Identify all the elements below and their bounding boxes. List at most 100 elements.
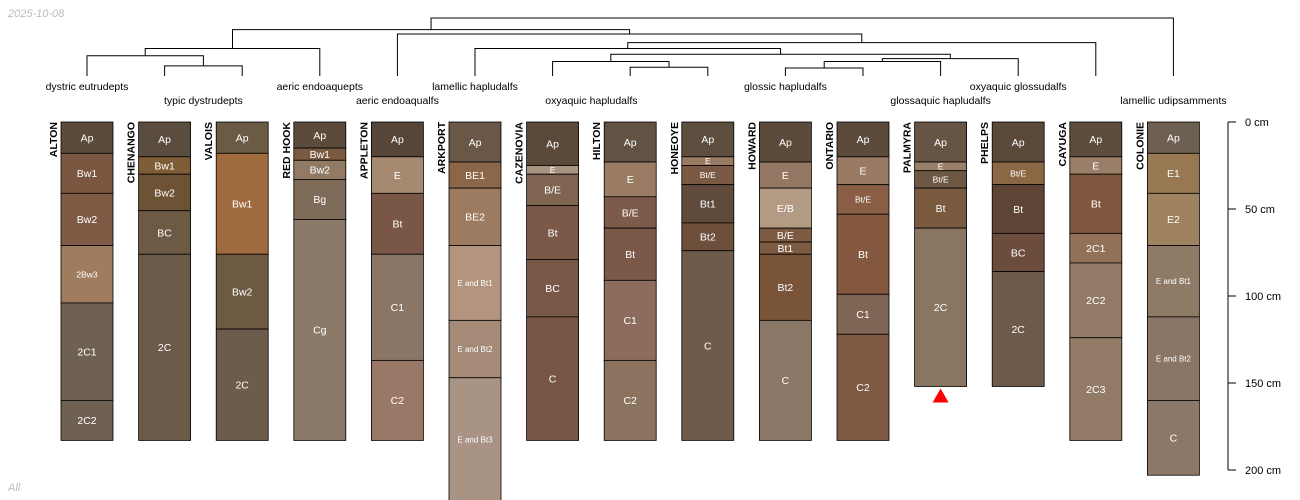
- horizon-block: [448, 319, 502, 379]
- horizon-block: [60, 245, 114, 304]
- depth-tick-label: 0 cm: [1245, 117, 1269, 129]
- horizon-label: Ap: [1167, 132, 1180, 144]
- horizon-block: [215, 328, 269, 441]
- horizon-block: [759, 253, 812, 321]
- horizon-block: [914, 121, 967, 163]
- horizon-block: [603, 359, 657, 441]
- group-label: oxyaquic glossudalfs: [970, 81, 1067, 93]
- group-label: glossic hapludalfs: [744, 81, 827, 93]
- profile-name: ARKPORT: [436, 121, 448, 174]
- horizon-label: C1: [623, 315, 637, 327]
- horizon-label: 2Bw3: [76, 269, 98, 279]
- horizon-label: E: [394, 170, 401, 182]
- horizon-label: B/E: [777, 230, 794, 242]
- soil-profile-red-hook: Ap Bw1 Bw2 Bg Cg RED HOOK: [281, 121, 347, 441]
- horizon-block: [603, 121, 657, 163]
- horizon-label: Bt/E: [855, 194, 871, 204]
- dendrogram-merge: [784, 67, 864, 76]
- dendrogram-merge: [232, 29, 631, 49]
- horizon-block: [759, 161, 812, 189]
- profile-name: APPLETON: [358, 122, 370, 179]
- soil-profile-ontario: Ap E Bt/E Bt C1 C2 ONTARIO: [824, 121, 890, 441]
- horizon-label: B/E: [622, 207, 639, 219]
- horizon-block: [138, 121, 192, 158]
- depth-tick-label: 150 cm: [1245, 378, 1281, 390]
- horizon-block: [60, 121, 114, 154]
- group-label: lamellic hapludalfs: [432, 81, 518, 93]
- horizon-label: BE2: [465, 212, 485, 224]
- profile-name: HILTON: [591, 122, 603, 160]
- horizon-block: [991, 232, 1045, 273]
- soil-profile-cazenovia: Ap E B/E Bt BC C CAZENOVIA: [514, 122, 579, 441]
- horizon-block: [836, 293, 890, 335]
- horizon-block: [759, 319, 812, 441]
- horizon-block: [215, 152, 269, 255]
- horizon-label: E: [550, 165, 556, 175]
- horizon-label: Bw1: [77, 168, 98, 180]
- profile-name: ALTON: [48, 122, 60, 157]
- horizon-label: C: [1170, 433, 1178, 445]
- horizon-label: BC: [1011, 247, 1026, 259]
- horizon-label: Bw2: [310, 165, 331, 177]
- horizon-block: [526, 121, 579, 166]
- dendrogram-merge: [627, 42, 1097, 76]
- soil-profile-phelps: Ap Bt/E Bt BC 2C PHELPS: [979, 121, 1045, 387]
- horizon-label: 2C3: [1086, 384, 1105, 396]
- horizon-label: BE1: [465, 170, 485, 182]
- soil-profile-cayuga: Ap E Bt 2C1 2C2 2C3 CAYUGA: [1057, 122, 1123, 441]
- horizon-label: Bw2: [77, 214, 98, 226]
- horizon-block: [1147, 121, 1200, 154]
- horizon-block: [526, 316, 579, 441]
- horizon-block: [836, 213, 890, 295]
- horizon-block: [1147, 192, 1200, 246]
- horizon-block: [836, 121, 890, 158]
- profile-name: RED HOOK: [281, 122, 293, 179]
- horizon-label: B/E: [544, 185, 561, 197]
- profile-name: PHELPS: [979, 122, 991, 164]
- dendrogram-merge: [396, 33, 863, 76]
- horizon-label: Bt: [392, 219, 402, 231]
- horizon-block: [293, 121, 347, 149]
- horizon-block: [1069, 337, 1123, 441]
- horizon-block: [526, 205, 579, 260]
- horizon-label: Bt: [625, 249, 635, 261]
- horizon-block: [603, 279, 657, 361]
- horizon-block: [991, 271, 1045, 387]
- soil-profile-honeoye: Ap E Bt/E Bt1 Bt2 C HONEOYE: [669, 121, 735, 441]
- horizon-block: [138, 173, 192, 212]
- horizon-label: C2: [623, 395, 637, 407]
- horizon-block: [448, 377, 502, 500]
- horizon-block: [370, 192, 424, 255]
- date-label: 2025-10-08: [8, 8, 65, 20]
- profile-name: PALMYRA: [902, 122, 914, 174]
- horizon-block: [759, 187, 812, 229]
- horizon-block: [60, 399, 114, 441]
- horizon-label: Bt1: [778, 243, 794, 255]
- horizon-block: [1069, 173, 1123, 234]
- profile-name: CAZENOVIA: [514, 122, 526, 184]
- horizon-label: E and Bt1: [457, 279, 493, 288]
- horizon-label: E: [859, 166, 866, 178]
- horizon-block: [836, 184, 890, 215]
- dendrogram-merge: [144, 47, 321, 76]
- dendrogram-merge: [430, 17, 1174, 76]
- horizon-label: Bt/E: [1010, 168, 1026, 178]
- profile-name: HONEOYE: [669, 122, 681, 175]
- group-labels: dystric eutrudepts typic dystrudepts aeric…: [46, 81, 1227, 107]
- horizon-label: Bt: [936, 203, 946, 215]
- horizon-label: E1: [1167, 168, 1180, 180]
- horizon-label: E and Bt2: [457, 345, 493, 354]
- dendrogram-merge: [610, 53, 951, 62]
- horizon-label: E2: [1167, 214, 1180, 226]
- horizon-block: [370, 121, 424, 158]
- horizon-block: [448, 121, 502, 163]
- horizon-label: Bw2: [154, 187, 175, 199]
- horizon-label: Bw1: [232, 199, 253, 211]
- horizon-label: Ap: [701, 134, 714, 146]
- horizon-block: [1147, 399, 1200, 476]
- horizon-label: 2C1: [77, 346, 96, 358]
- horizon-label: Ap: [934, 137, 947, 149]
- horizon-label: 2C2: [77, 415, 96, 427]
